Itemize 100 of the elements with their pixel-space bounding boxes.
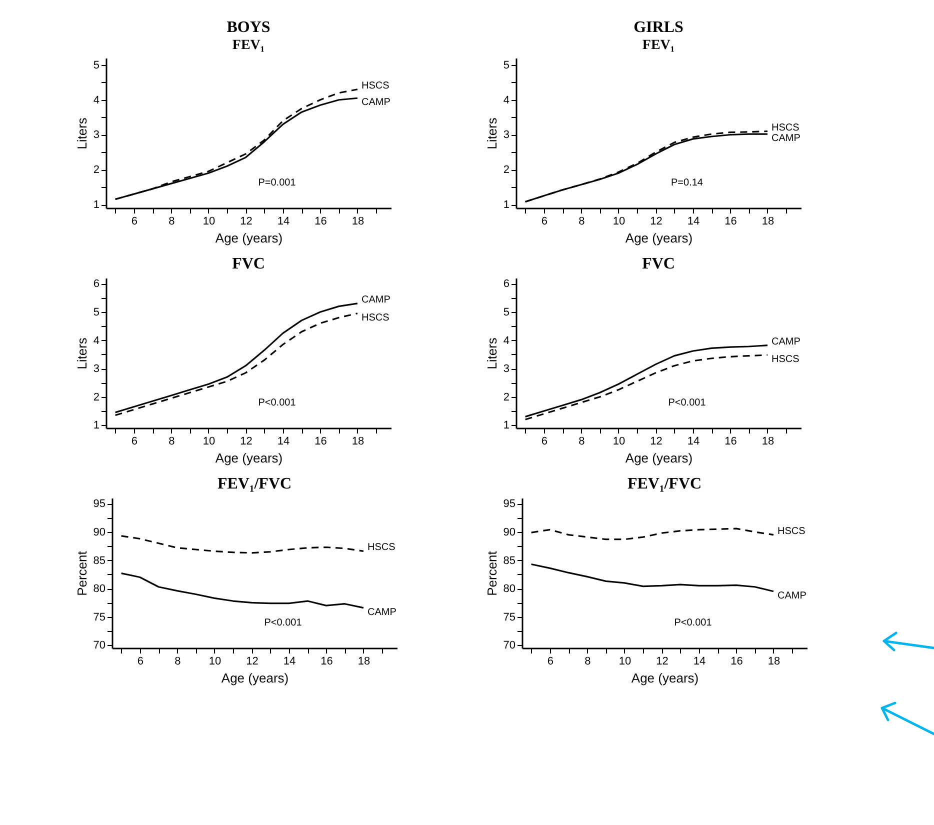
- x-axis-title: Age (years): [631, 670, 699, 686]
- y-tick-label: 85: [93, 554, 106, 567]
- chart-title: FVC: [642, 256, 675, 273]
- series-label: CAMP: [361, 97, 391, 108]
- x-tick-label: 8: [578, 436, 585, 448]
- y-tick-label: 5: [93, 59, 100, 72]
- x-tick-label: 8: [578, 216, 585, 228]
- y-tick-label: 2: [503, 164, 510, 176]
- x-axis-title: Age (years): [221, 670, 289, 686]
- y-axis-title: Liters: [74, 337, 90, 370]
- y-tick-label: 3: [93, 363, 100, 376]
- y-tick-label: 4: [503, 94, 510, 106]
- chart-title: GIRLS: [634, 19, 684, 36]
- y-tick-label: 95: [93, 498, 106, 510]
- x-tick-label: 6: [137, 656, 144, 668]
- y-tick-label: 95: [503, 498, 516, 510]
- x-tick-label: 18: [352, 216, 364, 228]
- x-tick-label: 10: [612, 216, 626, 228]
- series-label: CAMP: [367, 606, 397, 618]
- x-tick-label: 16: [314, 216, 327, 228]
- x-tick-label: 12: [240, 436, 252, 448]
- x-tick-label: 12: [240, 216, 252, 228]
- annotation: P<0.001: [258, 398, 296, 408]
- chart-title: FVC: [232, 256, 265, 273]
- series-label: HSCS: [361, 80, 390, 92]
- y-tick-label: 5: [93, 306, 100, 318]
- y-tick-label: 3: [503, 129, 510, 142]
- series-label: CAMP: [771, 133, 801, 144]
- chart-title: FEV₁/FVC: [217, 476, 292, 493]
- x-tick-label: 12: [246, 656, 258, 668]
- line-series: [524, 344, 768, 418]
- y-tick-label: 85: [503, 554, 516, 567]
- x-tick-label: 6: [547, 656, 554, 668]
- y-tick-label: 6: [503, 278, 510, 290]
- x-tick-label: 18: [352, 436, 364, 448]
- y-tick-label: 75: [93, 611, 106, 624]
- y-tick-label: 3: [93, 129, 100, 142]
- x-tick-label: 6: [131, 216, 138, 228]
- line-series: [530, 528, 774, 540]
- series-label: HSCS: [367, 542, 396, 554]
- annotation: P=0.001: [258, 178, 296, 188]
- y-axis-title: Percent: [484, 550, 500, 596]
- x-tick-label: 10: [202, 216, 216, 228]
- x-tick-label: 8: [168, 216, 175, 228]
- chart-title: BOYS: [226, 19, 270, 36]
- x-tick-label: 6: [541, 436, 548, 448]
- x-tick-label: 6: [541, 216, 548, 228]
- x-tick-label: 16: [320, 656, 333, 668]
- y-tick-label: 3: [503, 363, 510, 376]
- y-tick-label: 5: [503, 59, 510, 72]
- y-tick-label: 1: [503, 420, 510, 432]
- y-tick-label: 1: [503, 199, 510, 212]
- x-tick-label: 8: [584, 656, 591, 668]
- series-label: CAMP: [771, 336, 801, 348]
- x-axis-title: Age (years): [215, 230, 283, 246]
- y-tick-label: 1: [93, 199, 100, 212]
- x-tick-label: 18: [358, 656, 370, 668]
- annotation: P<0.001: [674, 618, 712, 628]
- x-tick-label: 18: [762, 216, 774, 228]
- x-tick-label: 14: [687, 216, 700, 228]
- x-axis-title: Age (years): [215, 450, 283, 466]
- x-axis-title: Age (years): [625, 230, 693, 246]
- y-tick-label: 2: [93, 391, 100, 404]
- x-tick-label: 16: [314, 436, 327, 448]
- y-tick-label: 75: [503, 611, 516, 624]
- y-axis-title: Liters: [484, 337, 500, 370]
- annotation: P=0.14: [671, 178, 704, 188]
- y-tick-label: 4: [93, 94, 100, 106]
- x-tick-label: 16: [730, 656, 743, 668]
- y-tick-label: 90: [503, 526, 516, 538]
- x-tick-label: 12: [650, 216, 662, 228]
- x-tick-label: 8: [168, 436, 175, 448]
- x-tick-label: 14: [693, 656, 706, 668]
- x-tick-label: 12: [650, 436, 662, 448]
- series-label: HSCS: [771, 354, 800, 365]
- x-tick-label: 18: [762, 436, 774, 448]
- line-series: [120, 572, 364, 609]
- y-tick-label: 90: [93, 526, 106, 538]
- y-tick-label: 80: [503, 583, 516, 596]
- y-tick-label: 2: [503, 391, 510, 404]
- x-tick-label: 16: [724, 436, 737, 448]
- line-series: [530, 563, 774, 592]
- y-tick-label: 80: [93, 583, 106, 596]
- y-tick-label: 70: [93, 640, 106, 652]
- x-tick-label: 8: [174, 656, 181, 668]
- annotation: P<0.001: [668, 398, 706, 408]
- y-tick-label: 6: [93, 278, 100, 290]
- series-label: CAMP: [777, 590, 807, 602]
- y-tick-label: 4: [93, 334, 100, 347]
- line-series: [120, 535, 364, 554]
- x-axis-title: Age (years): [625, 450, 693, 466]
- x-tick-label: 10: [208, 656, 222, 668]
- x-tick-label: 10: [612, 436, 626, 448]
- chart-subtitle: FEV₁: [642, 38, 675, 53]
- series-label: HSCS: [361, 312, 390, 324]
- x-tick-label: 14: [277, 216, 290, 228]
- y-axis-title: Liters: [74, 117, 90, 150]
- x-tick-label: 14: [283, 656, 296, 668]
- x-tick-label: 10: [618, 656, 632, 668]
- series-label: HSCS: [777, 526, 806, 537]
